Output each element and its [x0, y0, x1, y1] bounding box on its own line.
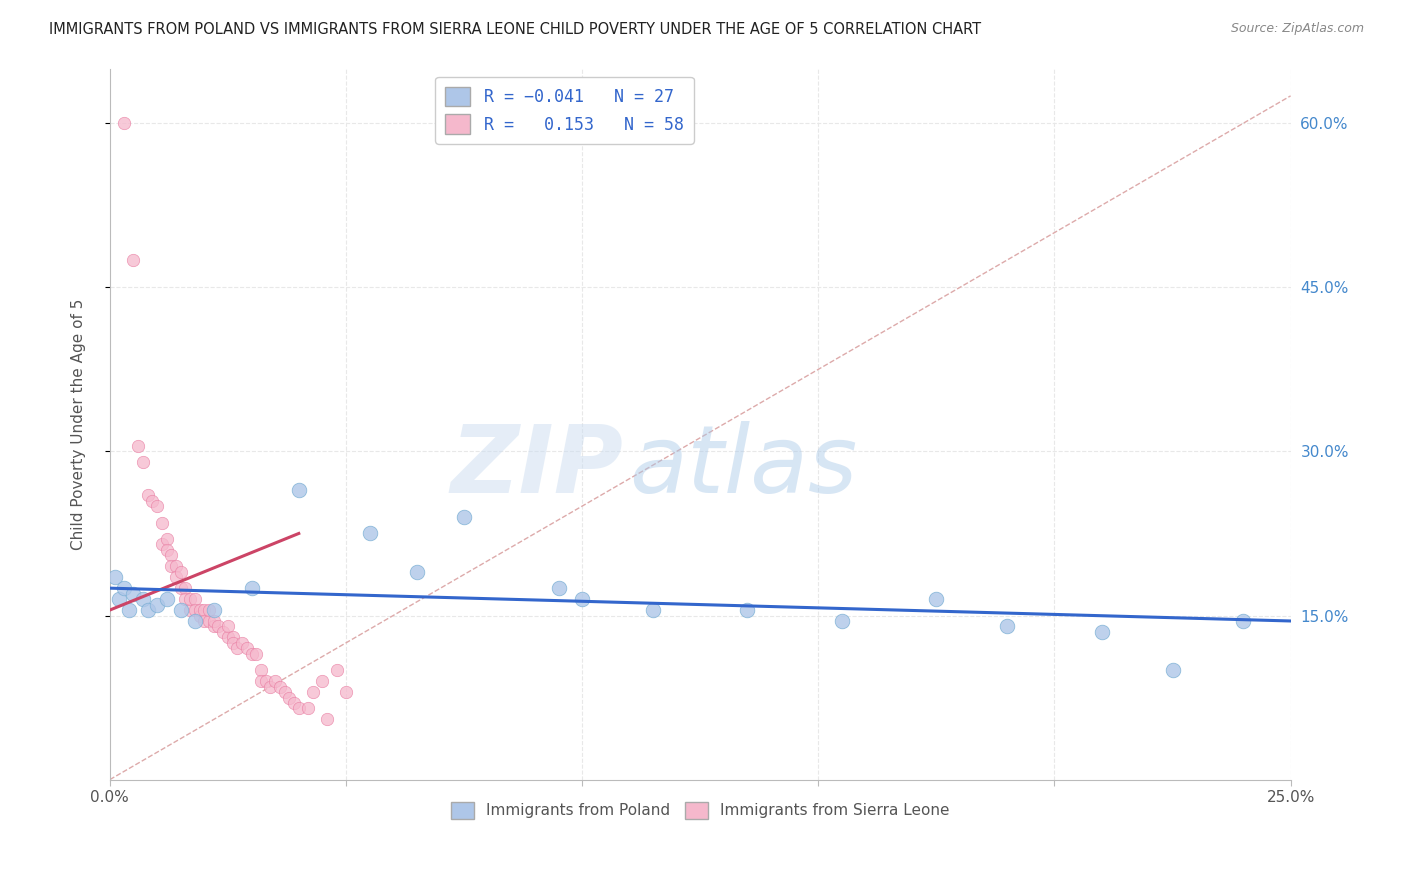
- Point: [179, 592, 201, 607]
- Point: [250, 663, 273, 677]
- Point: [269, 680, 291, 694]
- Text: IMMIGRANTS FROM POLAND VS IMMIGRANTS FROM SIERRA LEONE CHILD POVERTY UNDER THE A: IMMIGRANTS FROM POLAND VS IMMIGRANTS FRO…: [49, 22, 981, 37]
- Point: [127, 439, 149, 453]
- Text: Source: ZipAtlas.com: Source: ZipAtlas.com: [1230, 22, 1364, 36]
- Point: [155, 542, 177, 557]
- Legend: Immigrants from Poland, Immigrants from Sierra Leone: Immigrants from Poland, Immigrants from …: [444, 796, 956, 825]
- Point: [165, 570, 187, 584]
- Point: [146, 499, 169, 513]
- Point: [453, 510, 475, 524]
- Point: [146, 598, 169, 612]
- Point: [273, 685, 295, 699]
- Point: [118, 603, 141, 617]
- Point: [236, 641, 259, 656]
- Point: [160, 559, 183, 574]
- Point: [405, 565, 427, 579]
- Point: [231, 636, 253, 650]
- Point: [737, 603, 759, 617]
- Point: [170, 581, 193, 595]
- Point: [316, 713, 339, 727]
- Point: [995, 619, 1018, 633]
- Text: atlas: atlas: [630, 421, 858, 512]
- Point: [184, 614, 207, 628]
- Point: [207, 619, 229, 633]
- Point: [641, 603, 664, 617]
- Point: [1091, 624, 1114, 639]
- Point: [155, 532, 177, 546]
- Point: [278, 690, 301, 705]
- Point: [547, 581, 569, 595]
- Point: [221, 631, 243, 645]
- Point: [103, 570, 125, 584]
- Point: [287, 701, 309, 715]
- Point: [571, 592, 593, 607]
- Point: [221, 636, 243, 650]
- Point: [302, 685, 325, 699]
- Point: [264, 674, 287, 689]
- Point: [174, 581, 197, 595]
- Point: [132, 455, 155, 469]
- Point: [297, 701, 319, 715]
- Point: [831, 614, 853, 628]
- Point: [132, 592, 155, 607]
- Point: [141, 493, 163, 508]
- Point: [155, 592, 177, 607]
- Point: [165, 559, 187, 574]
- Point: [359, 526, 381, 541]
- Point: [198, 614, 221, 628]
- Point: [193, 603, 215, 617]
- Point: [170, 565, 193, 579]
- Point: [335, 685, 357, 699]
- Point: [112, 116, 135, 130]
- Point: [245, 647, 267, 661]
- Point: [202, 603, 225, 617]
- Point: [1232, 614, 1254, 628]
- Point: [170, 603, 193, 617]
- Point: [174, 592, 197, 607]
- Point: [193, 614, 215, 628]
- Point: [212, 624, 235, 639]
- Point: [217, 631, 239, 645]
- Point: [136, 488, 159, 502]
- Point: [226, 641, 249, 656]
- Point: [283, 696, 305, 710]
- Y-axis label: Child Poverty Under the Age of 5: Child Poverty Under the Age of 5: [72, 299, 86, 549]
- Point: [160, 549, 183, 563]
- Point: [136, 603, 159, 617]
- Point: [184, 603, 207, 617]
- Point: [325, 663, 347, 677]
- Point: [179, 603, 201, 617]
- Point: [925, 592, 948, 607]
- Point: [240, 647, 263, 661]
- Point: [112, 581, 135, 595]
- Point: [198, 603, 221, 617]
- Point: [150, 516, 173, 530]
- Point: [311, 674, 333, 689]
- Point: [122, 252, 145, 267]
- Point: [188, 608, 211, 623]
- Point: [1161, 663, 1184, 677]
- Point: [287, 483, 309, 497]
- Point: [202, 619, 225, 633]
- Point: [202, 614, 225, 628]
- Point: [259, 680, 281, 694]
- Point: [122, 587, 145, 601]
- Point: [250, 674, 273, 689]
- Point: [240, 581, 263, 595]
- Point: [108, 592, 131, 607]
- Point: [217, 619, 239, 633]
- Point: [188, 603, 211, 617]
- Text: ZIP: ZIP: [450, 421, 623, 513]
- Point: [254, 674, 277, 689]
- Point: [150, 537, 173, 551]
- Point: [184, 592, 207, 607]
